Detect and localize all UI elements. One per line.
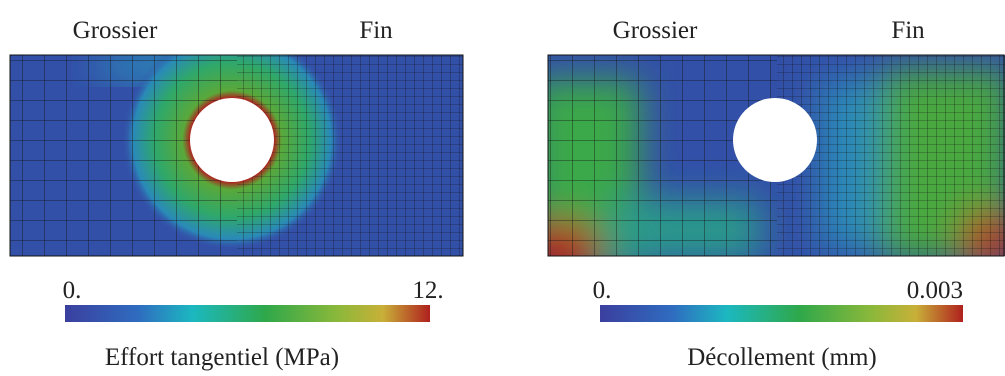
mesh-label: Fin <box>891 17 925 44</box>
colorbar-min: 0. <box>593 277 612 304</box>
colorbar <box>600 305 963 322</box>
colorbar-max: 0.003 <box>907 277 963 304</box>
colorbar-max: 12. <box>412 277 443 304</box>
mesh-right <box>548 55 1005 256</box>
mesh-label: Grossier <box>613 17 698 44</box>
mesh-label: Grossier <box>73 17 158 44</box>
caption: Effort tangentiel (MPa) <box>105 344 339 371</box>
mesh-label: Fin <box>359 17 393 44</box>
mesh-left <box>10 55 463 256</box>
colorbar-min: 0. <box>63 277 82 304</box>
colorbar <box>65 305 430 322</box>
caption: Décollement (mm) <box>687 344 877 371</box>
